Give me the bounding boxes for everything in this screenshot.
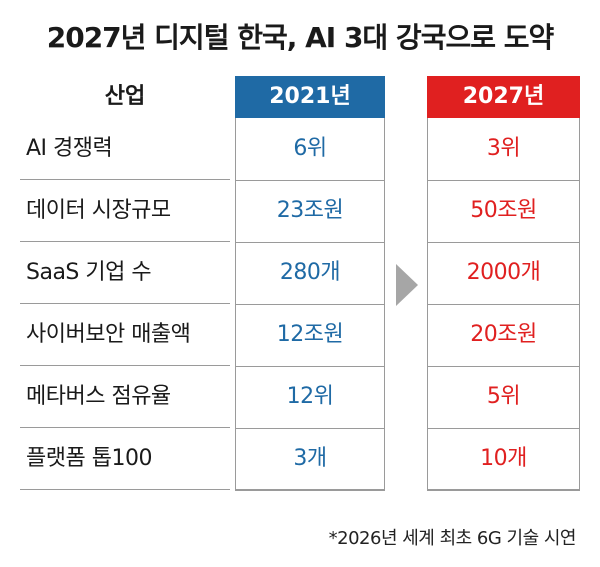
row-label: 플랫폼 톱100 <box>20 428 230 490</box>
value-2027: 5위 <box>427 366 580 429</box>
value-2027: 20조원 <box>427 304 580 367</box>
footnote: *2026년 세계 최초 6G 기술 시연 <box>328 528 577 549</box>
row-label: 사이버보안 매출액 <box>20 304 230 366</box>
table-header: 산업 2021년 2027년 <box>0 76 600 118</box>
header-industry: 산업 <box>104 84 146 109</box>
table-row: 데이터 시장규모 23조원 50조원 <box>0 180 600 243</box>
table-row: AI 경쟁력 6위 3위 <box>0 118 600 181</box>
table-row: 메타버스 점유율 12위 5위 <box>0 366 600 429</box>
row-label: AI 경쟁력 <box>20 118 230 180</box>
chevron-right-icon <box>396 264 418 310</box>
table-row: 플랫폼 톱100 3개 10개 <box>0 428 600 491</box>
table-body: AI 경쟁력 6위 3위 데이터 시장규모 23조원 50조원 SaaS 기업 … <box>0 118 600 491</box>
value-2021: 280개 <box>235 242 385 305</box>
row-label: 데이터 시장규모 <box>20 180 230 242</box>
table-row: 사이버보안 매출액 12조원 20조원 <box>0 304 600 367</box>
row-label: SaaS 기업 수 <box>20 242 230 304</box>
value-2027: 3위 <box>427 118 580 181</box>
value-2027: 2000개 <box>427 242 580 305</box>
value-2027: 50조원 <box>427 180 580 243</box>
page-title: 2027년 디지털 한국, AI 3대 강국으로 도약 <box>46 21 555 54</box>
header-2021: 2021년 <box>235 76 385 118</box>
value-2021: 12조원 <box>235 304 385 367</box>
value-2021: 23조원 <box>235 180 385 243</box>
value-2027: 10개 <box>427 428 580 491</box>
value-2021: 3개 <box>235 428 385 491</box>
table-row: SaaS 기업 수 280개 2000개 <box>0 242 600 305</box>
value-2021: 12위 <box>235 366 385 429</box>
value-2021: 6위 <box>235 118 385 181</box>
header-2027: 2027년 <box>427 76 580 118</box>
row-label: 메타버스 점유율 <box>20 366 230 428</box>
